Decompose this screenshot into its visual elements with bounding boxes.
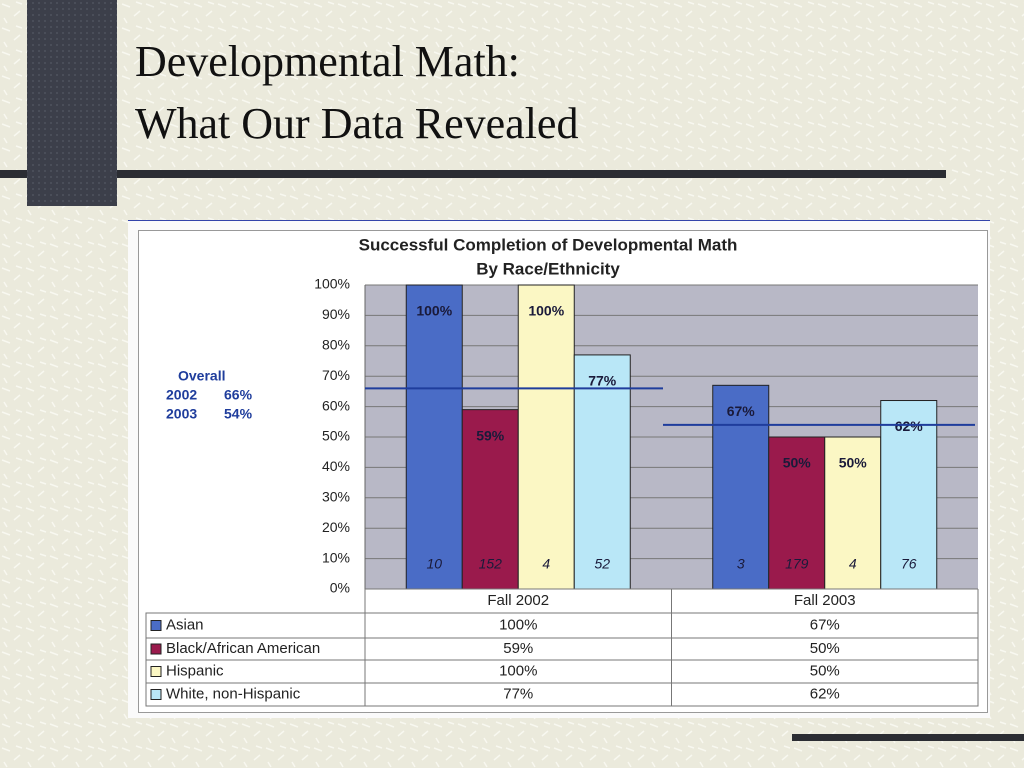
value-label: 50%	[783, 455, 812, 471]
value-label: 77%	[588, 373, 617, 389]
value-label: 50%	[839, 455, 868, 471]
y-tick-label: 30%	[322, 489, 350, 505]
y-tick-label: 20%	[322, 519, 350, 535]
count-label: 4	[849, 556, 857, 572]
legend-label: White, non-Hispanic	[166, 685, 301, 702]
y-tick-label: 80%	[322, 337, 350, 353]
overall-value: 66%	[224, 387, 253, 403]
dark-block	[27, 0, 117, 206]
value-label: 100%	[528, 303, 564, 319]
legend-label: Black/African American	[166, 640, 320, 657]
chart-title: By Race/Ethnicity	[476, 259, 620, 278]
category-label: Fall 2002	[487, 592, 549, 609]
overall-year: 2002	[166, 387, 197, 403]
table-cell: 50%	[810, 662, 840, 679]
table-cell: 100%	[499, 616, 537, 633]
bar	[461, 409, 519, 590]
y-tick-label: 60%	[322, 397, 350, 413]
count-label: 179	[785, 556, 809, 572]
value-label: 100%	[416, 303, 452, 319]
legend-swatch	[150, 620, 162, 631]
legend-swatch	[150, 643, 162, 655]
count-label: 152	[479, 556, 503, 572]
bar	[405, 284, 463, 590]
rule	[792, 734, 1024, 741]
y-tick-label: 70%	[322, 367, 350, 383]
bar	[824, 436, 882, 590]
category-label: Fall 2003	[794, 592, 856, 609]
value-label: 59%	[476, 427, 505, 443]
value-label: 67%	[727, 403, 756, 419]
legend-swatch	[150, 666, 162, 677]
count-label: 52	[594, 556, 610, 572]
count-label: 4	[542, 556, 550, 572]
bar	[768, 436, 826, 590]
overall-value: 54%	[224, 406, 253, 422]
legend-label: Asian	[166, 616, 204, 633]
rule	[0, 170, 946, 178]
legend-label: Hispanic	[166, 662, 224, 679]
overall-year: 2003	[166, 406, 197, 422]
table-cell: 100%	[499, 662, 537, 679]
count-label: 10	[426, 556, 442, 572]
bar	[517, 284, 575, 590]
y-tick-label: 40%	[322, 458, 350, 474]
chart-title: Successful Completion of Developmental M…	[359, 235, 738, 254]
overall-title: Overall	[178, 368, 225, 384]
table-cell: 77%	[503, 685, 533, 702]
slide-title: What Our Data Revealed	[135, 99, 578, 148]
bar	[573, 354, 631, 590]
y-tick-label: 0%	[330, 580, 350, 596]
y-tick-label: 10%	[322, 549, 350, 565]
y-tick-label: 50%	[322, 428, 350, 444]
table-cell: 62%	[810, 685, 840, 702]
legend-swatch	[150, 689, 162, 700]
bar	[880, 400, 938, 590]
y-tick-label: 90%	[322, 306, 350, 322]
slide-title: Developmental Math:	[135, 37, 520, 86]
table-cell: 50%	[810, 640, 840, 657]
count-label: 3	[737, 556, 745, 572]
count-label: 76	[901, 556, 917, 572]
table-cell: 59%	[503, 640, 533, 657]
table-cell: 67%	[810, 616, 840, 633]
y-tick-label: 100%	[314, 276, 350, 292]
value-label: 62%	[895, 418, 924, 434]
